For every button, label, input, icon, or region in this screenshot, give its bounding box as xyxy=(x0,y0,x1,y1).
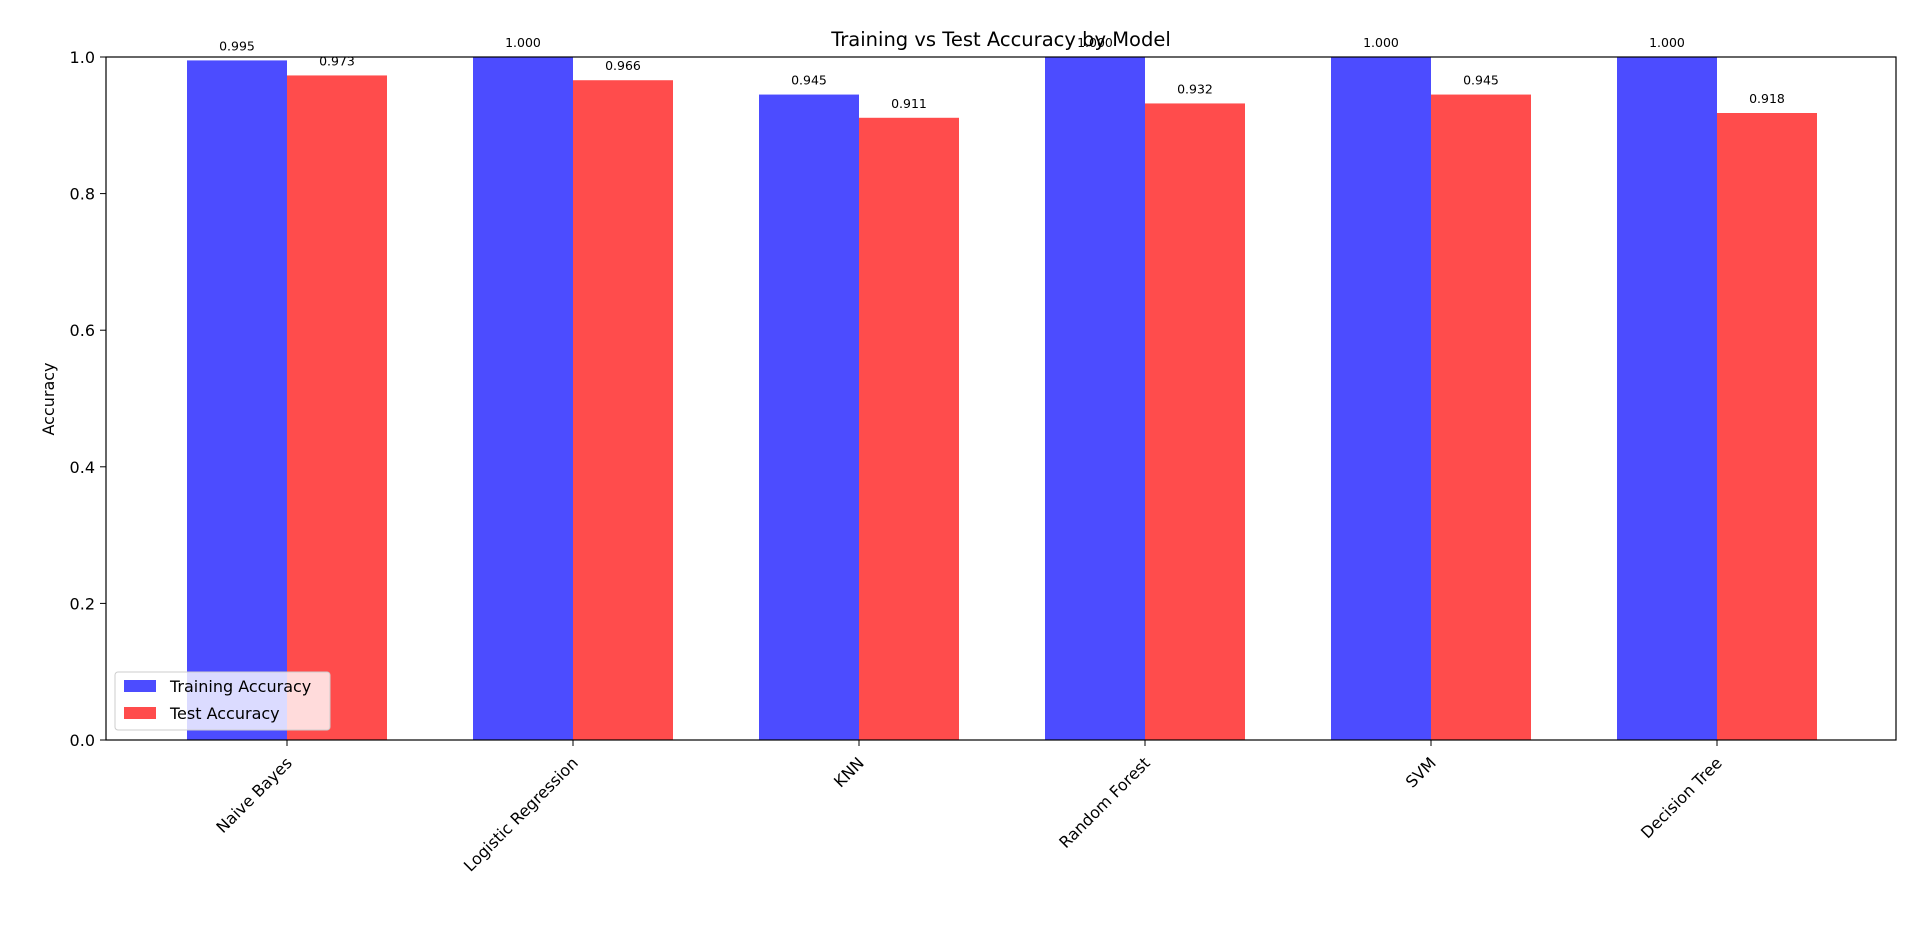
plot-frame xyxy=(105,56,1897,741)
legend: Training Accuracy Test Accuracy xyxy=(114,671,331,731)
bar-label-test-accuracy-svm: 0.945 xyxy=(1463,73,1499,88)
y-tick-label: 0.6 xyxy=(70,321,95,340)
bar-test-accuracy-random-forest xyxy=(1145,103,1245,741)
bar-test-accuracy-svm xyxy=(1431,94,1531,740)
bars-layer xyxy=(187,57,1817,741)
bar-training-accuracy-decision-tree xyxy=(1617,57,1717,740)
bar-label-test-accuracy-knn: 0.911 xyxy=(891,96,927,111)
legend-box xyxy=(114,671,331,731)
legend-label-test: Test Accuracy xyxy=(169,704,280,723)
y-tick-label: 0.4 xyxy=(70,458,95,477)
chart-title: Training vs Test Accuracy by Model xyxy=(830,28,1171,51)
legend-swatch-training xyxy=(124,680,156,692)
y-axis: 0.0 0.2 0.4 0.6 0.8 1.0 xyxy=(70,48,106,750)
legend-label-training: Training Accuracy xyxy=(169,677,311,696)
y-tick-label: 0.0 xyxy=(70,731,95,750)
y-tick-label: 0.8 xyxy=(70,185,95,204)
bar-training-accuracy-naive-bayes xyxy=(187,60,287,741)
bar-label-training-accuracy-naive-bayes: 0.995 xyxy=(219,38,255,53)
bar-test-accuracy-naive-bayes xyxy=(287,75,387,741)
bar-label-training-accuracy-decision-tree: 1.000 xyxy=(1649,35,1685,50)
bar-test-accuracy-logistic-regression xyxy=(573,80,673,741)
bar-label-test-accuracy-naive-bayes: 0.973 xyxy=(319,53,355,68)
bar-label-test-accuracy-random-forest: 0.932 xyxy=(1177,81,1213,96)
bar-label-test-accuracy-logistic-regression: 0.966 xyxy=(605,58,641,73)
bar-label-test-accuracy-decision-tree: 0.918 xyxy=(1749,91,1785,106)
y-tick-label: 1.0 xyxy=(70,48,95,67)
bar-training-accuracy-svm xyxy=(1331,57,1431,740)
bar-label-training-accuracy-svm: 1.000 xyxy=(1363,35,1399,50)
bar-training-accuracy-logistic-regression xyxy=(473,57,573,740)
y-axis-label: Accuracy xyxy=(39,362,58,435)
bar-label-training-accuracy-logistic-regression: 1.000 xyxy=(505,35,541,50)
bar-training-accuracy-knn xyxy=(759,94,859,740)
legend-swatch-test xyxy=(124,707,156,719)
y-tick-label: 0.2 xyxy=(70,594,95,613)
bar-label-training-accuracy-random-forest: 1.000 xyxy=(1077,35,1113,50)
bar-training-accuracy-random-forest xyxy=(1045,57,1145,740)
bar-test-accuracy-decision-tree xyxy=(1717,113,1817,741)
bar-label-training-accuracy-knn: 0.945 xyxy=(791,73,827,88)
bar-test-accuracy-knn xyxy=(859,117,959,741)
